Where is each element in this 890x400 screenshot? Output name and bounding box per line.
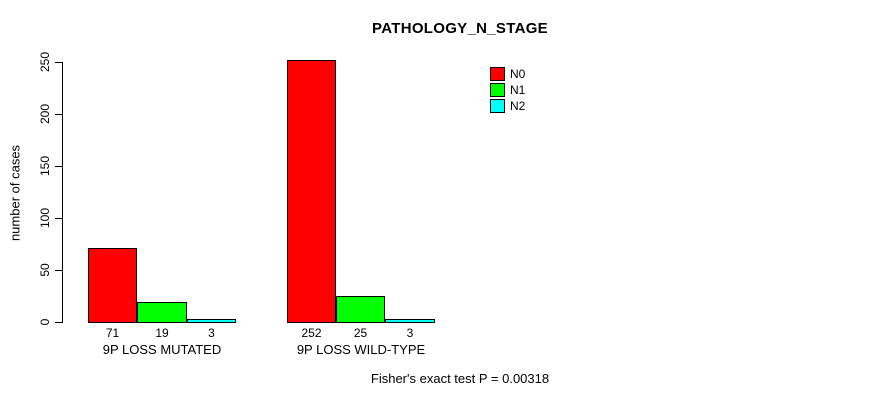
bar-value-label: 25 <box>353 326 368 340</box>
bar-value-label: 3 <box>208 326 215 340</box>
legend-item-n1: N1 <box>490 82 525 98</box>
y-axis-line <box>62 62 63 323</box>
y-axis-tick-label: 50 <box>38 263 52 277</box>
y-axis-tick <box>55 166 62 167</box>
legend-label-n2: N2 <box>510 99 526 113</box>
x-axis-category-label: 9P LOSS WILD-TYPE <box>296 342 426 357</box>
legend-item-n2: N2 <box>490 98 525 114</box>
legend-swatch-n0 <box>490 67 505 81</box>
y-axis-tick-label: 250 <box>38 51 52 73</box>
legend-item-n0: N0 <box>490 66 525 82</box>
bar-value-label: 71 <box>105 326 120 340</box>
legend-swatch-n2 <box>490 99 505 113</box>
legend: N0 N1 N2 <box>490 66 525 114</box>
chart-title: PATHOLOGY_N_STAGE <box>372 20 548 37</box>
bar-n0-group1 <box>88 248 137 323</box>
bar-n2-group2 <box>385 319 435 323</box>
bar-n1-group2 <box>336 296 385 323</box>
y-axis-tick <box>55 62 62 63</box>
bar-n0-group2 <box>287 60 336 323</box>
y-axis-tick-label: 0 <box>38 318 52 326</box>
y-axis-tick <box>55 114 62 115</box>
y-axis-tick <box>55 270 62 271</box>
y-axis-tick-label: 100 <box>38 207 52 229</box>
y-axis-tick-label: 150 <box>38 155 52 177</box>
annotation-text: Fisher's exact test P = 0.00318 <box>370 371 550 386</box>
bar-value-label: 19 <box>155 326 169 340</box>
y-axis-tick-label: 200 <box>38 103 52 125</box>
bar-value-label: 252 <box>301 326 322 340</box>
bar-n2-group1 <box>187 319 236 323</box>
legend-swatch-n1 <box>490 83 505 97</box>
legend-label-n1: N1 <box>510 83 526 97</box>
legend-label-n0: N0 <box>510 67 526 81</box>
x-axis-category-label: 9P LOSS MUTATED <box>102 342 222 357</box>
bar-n1-group1 <box>137 302 187 323</box>
y-axis-label: number of cases <box>7 144 23 242</box>
bar-value-label: 3 <box>406 326 414 340</box>
y-axis-tick <box>55 322 62 323</box>
y-axis-tick <box>55 218 62 219</box>
